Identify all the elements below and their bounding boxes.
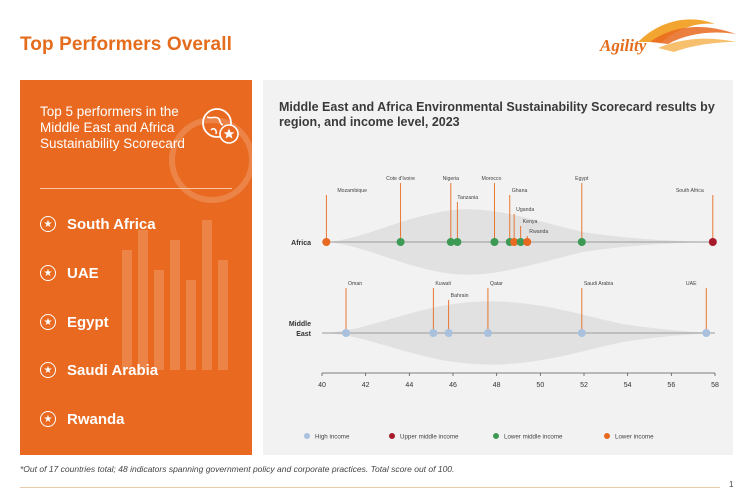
chart-card: Middle East and Africa Environmental Sus…	[263, 80, 733, 455]
performer-item: ★ Rwanda	[40, 406, 125, 432]
panel-background-graphic	[122, 117, 252, 370]
country-label: Rwanda	[529, 229, 548, 235]
data-point	[396, 238, 405, 246]
data-point	[429, 329, 438, 337]
logo-text: Agility	[600, 36, 647, 55]
data-point	[490, 238, 499, 246]
data-point	[342, 329, 351, 337]
country-label: Saudi Arabia	[584, 281, 614, 287]
country-label: Nigeria	[443, 176, 460, 182]
top-performers-panel: Top 5 performers in the Middle East and …	[20, 80, 252, 455]
country-label: Tanzania	[457, 195, 478, 201]
star-icon: ★	[40, 411, 56, 427]
region-label: East	[296, 331, 311, 338]
legend-swatch	[389, 433, 395, 439]
legend-label: Upper middle income	[400, 434, 459, 441]
country-label: Uganda	[516, 207, 534, 213]
performer-label: UAE	[67, 264, 99, 282]
country-label: Ghana	[512, 188, 528, 194]
data-point	[322, 238, 331, 246]
region-label: Middle	[289, 321, 311, 328]
legend-swatch	[493, 433, 499, 439]
x-tick-label: 52	[580, 382, 588, 389]
panel-divider	[40, 188, 232, 189]
data-point	[577, 329, 586, 337]
country-label: Bahrain	[451, 293, 469, 299]
legend-label: Lower income	[615, 434, 654, 441]
x-tick-label: 42	[362, 382, 370, 389]
country-label: Oman	[348, 281, 362, 287]
page-number: 1	[729, 480, 734, 489]
footer-divider	[20, 487, 720, 488]
country-label: Qatar	[490, 281, 503, 287]
performer-label: Rwanda	[67, 410, 125, 428]
data-point	[444, 329, 453, 337]
x-tick-label: 56	[667, 382, 675, 389]
x-tick-label: 40	[318, 382, 326, 389]
footnote: *Out of 17 countries total; 48 indicator…	[20, 464, 455, 474]
legend-swatch	[604, 433, 610, 439]
panel-heading: Top 5 performers in the Middle East and …	[40, 104, 185, 151]
performer-label: Egypt	[67, 313, 109, 331]
data-point	[702, 329, 711, 337]
x-tick-label: 54	[624, 382, 632, 389]
legend-label: Lower middle income	[504, 434, 563, 441]
country-label: Kuwait	[435, 281, 451, 287]
region-label: Africa	[291, 240, 311, 247]
data-point	[708, 238, 717, 246]
star-icon: ★	[40, 216, 56, 232]
data-point	[446, 238, 455, 246]
x-tick-label: 48	[493, 382, 501, 389]
data-point	[453, 238, 462, 246]
x-tick-label: 58	[711, 382, 719, 389]
legend-swatch	[304, 433, 310, 439]
legend-label: High income	[315, 434, 350, 441]
country-label: South Africa	[676, 188, 704, 194]
country-label: Cote d'Ivoire	[386, 176, 415, 182]
page-title: Top Performers Overall	[20, 34, 232, 55]
data-point	[516, 238, 525, 246]
country-label: UAE	[686, 281, 697, 287]
data-point	[577, 238, 586, 246]
data-point	[523, 238, 532, 246]
globe-star-icon	[202, 108, 239, 144]
country-label: Mozambique	[337, 188, 367, 194]
data-point	[510, 238, 519, 246]
x-tick-label: 46	[449, 382, 457, 389]
performer-item: ★ South Africa	[40, 211, 156, 237]
agility-logo: Agility	[590, 12, 740, 62]
performer-label: South Africa	[67, 215, 156, 233]
country-label: Egypt	[575, 176, 589, 182]
performer-item: ★ Egypt	[40, 309, 109, 335]
star-icon: ★	[40, 362, 56, 378]
data-point	[483, 329, 492, 337]
performer-item: ★ UAE	[40, 260, 99, 286]
performer-label: Saudi Arabia	[67, 361, 159, 379]
star-icon: ★	[40, 314, 56, 330]
country-label: Kenya	[523, 219, 538, 225]
chart-title: Middle East and Africa Environmental Sus…	[279, 100, 715, 129]
x-tick-label: 44	[405, 382, 413, 389]
country-label: Morocco	[482, 176, 502, 182]
scorecard-chart: Africa Mozambique Cote d'Ivoire Nigeria Tanz…	[289, 176, 719, 441]
star-icon: ★	[40, 265, 56, 281]
performer-item: ★ Saudi Arabia	[40, 357, 158, 383]
x-tick-label: 50	[536, 382, 544, 389]
